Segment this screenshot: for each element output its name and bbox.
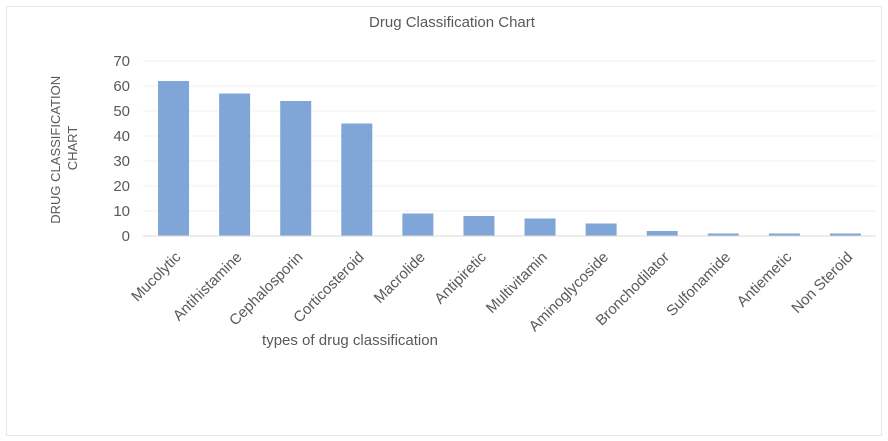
bar-antipiretic bbox=[463, 216, 495, 236]
y-tick-labels: 0 10 20 30 40 50 60 70 bbox=[113, 53, 130, 245]
bar-bronchodilator bbox=[646, 231, 678, 236]
bar-aminoglycoside bbox=[585, 223, 617, 236]
chart-title: Drug Classification Chart bbox=[369, 14, 536, 31]
x-tick-label: Macrolide bbox=[371, 249, 429, 307]
y-tick-label: 20 bbox=[113, 178, 130, 195]
y-tick-label: 60 bbox=[113, 78, 130, 95]
bar-cephalosporin bbox=[280, 101, 312, 236]
y-tick-label: 70 bbox=[113, 53, 130, 70]
x-axis-label: types of drug classification bbox=[262, 332, 438, 349]
x-tick-labels: MucolyticAntihistamineCephalosporinCorti… bbox=[128, 248, 856, 335]
y-tick-label: 30 bbox=[113, 153, 130, 170]
y-tick-label: 50 bbox=[113, 103, 130, 120]
bar-non-steroid bbox=[829, 233, 861, 236]
x-tick-label: Antiemetic bbox=[734, 248, 796, 310]
y-tick-label: 40 bbox=[113, 128, 130, 145]
chart-frame bbox=[6, 6, 882, 436]
bar-antiemetic bbox=[768, 233, 800, 236]
bar-antihistamine bbox=[219, 93, 251, 236]
bars bbox=[158, 81, 861, 236]
bar-macrolide bbox=[402, 213, 434, 236]
y-axis-label-line-2: CHART bbox=[65, 126, 80, 171]
x-tick-label: Antipiretic bbox=[431, 248, 490, 307]
y-tick-label: 0 bbox=[122, 228, 130, 245]
bar-sulfonamide bbox=[707, 233, 739, 236]
bar-multivitamin bbox=[524, 218, 556, 236]
y-tick-label: 10 bbox=[113, 203, 130, 220]
x-tick-label: Mucolytic bbox=[128, 248, 185, 305]
x-tick-label: Non Steroid bbox=[788, 249, 856, 317]
x-tick-label: Multivitamin bbox=[483, 249, 551, 317]
bar-mucolytic bbox=[158, 81, 190, 236]
y-axis-label-line-1: DRUG CLASSIFICATION bbox=[48, 76, 63, 224]
bar-corticosteroid bbox=[341, 123, 373, 236]
x-tick-label: Sulfonamide bbox=[663, 249, 734, 320]
y-axis-label: DRUG CLASSIFICATION CHART bbox=[48, 72, 80, 223]
gridlines bbox=[143, 60, 876, 212]
